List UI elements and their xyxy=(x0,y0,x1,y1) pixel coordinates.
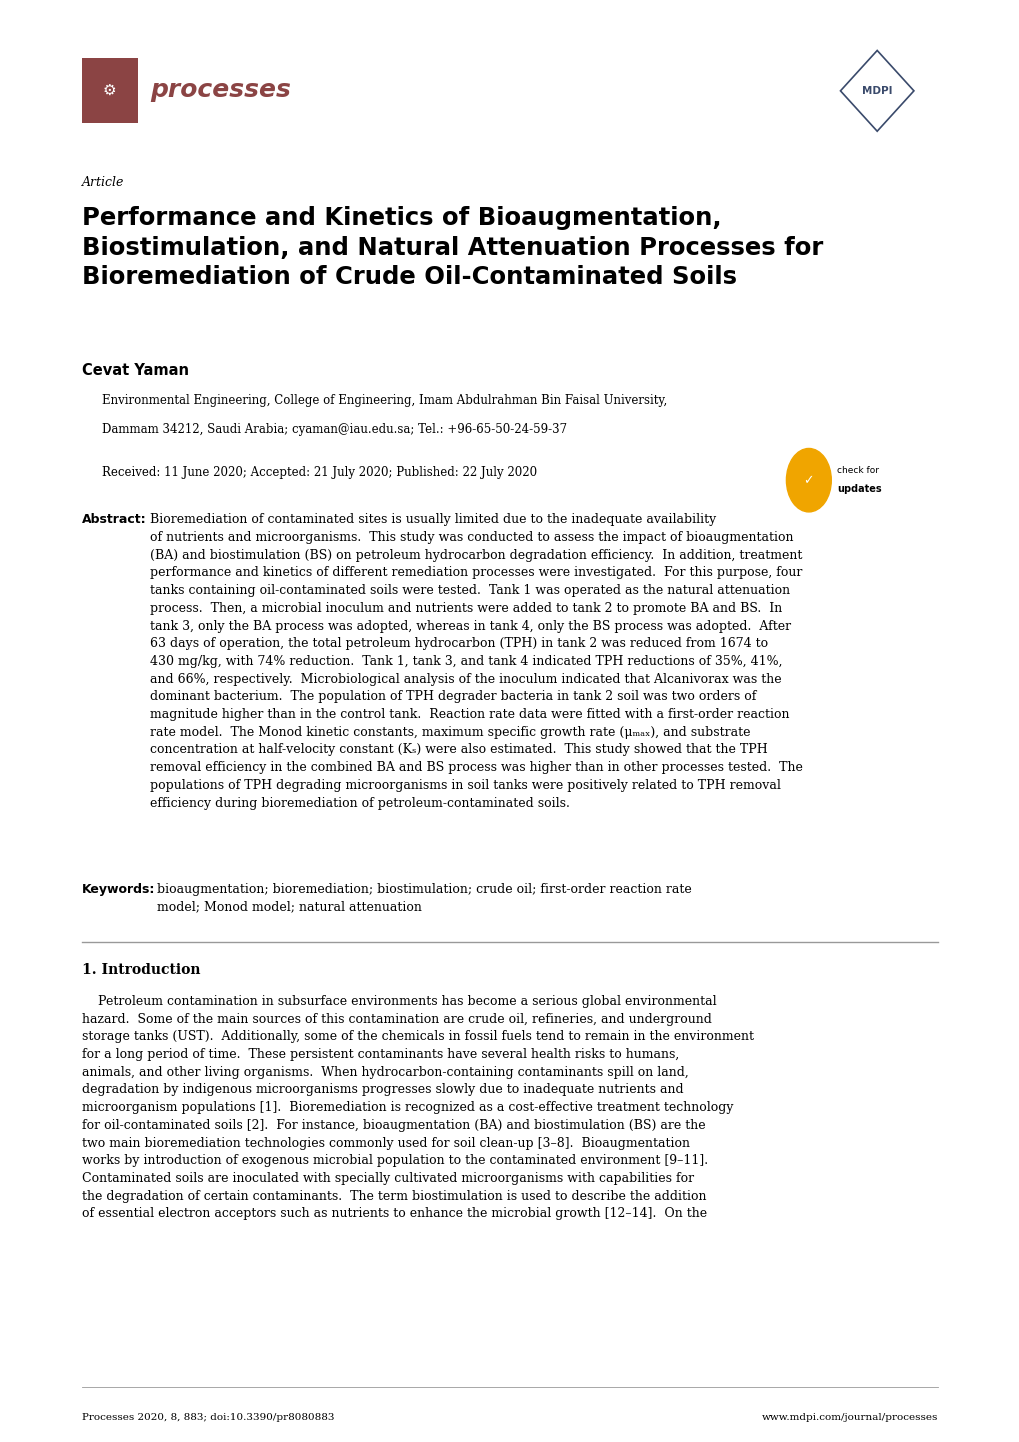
Text: 1. Introduction: 1. Introduction xyxy=(82,963,200,978)
Circle shape xyxy=(786,448,830,512)
Text: Cevat Yaman: Cevat Yaman xyxy=(82,363,189,378)
FancyBboxPatch shape xyxy=(82,58,138,123)
Text: ⚙: ⚙ xyxy=(103,82,116,98)
Text: Dammam 34212, Saudi Arabia; cyaman@iau.edu.sa; Tel.: +96-65-50-24-59-37: Dammam 34212, Saudi Arabia; cyaman@iau.e… xyxy=(102,423,567,435)
Text: Abstract:: Abstract: xyxy=(82,513,146,526)
Text: Performance and Kinetics of Bioaugmentation,
Biostimulation, and Natural Attenua: Performance and Kinetics of Bioaugmentat… xyxy=(82,206,822,288)
Text: www.mdpi.com/journal/processes: www.mdpi.com/journal/processes xyxy=(761,1413,937,1422)
Text: updates: updates xyxy=(837,485,881,493)
Text: Bioremediation of contaminated sites is usually limited due to the inadequate av: Bioremediation of contaminated sites is … xyxy=(150,513,802,809)
Text: bioaugmentation; bioremediation; biostimulation; crude oil; first-order reaction: bioaugmentation; bioremediation; biostim… xyxy=(157,883,691,913)
Text: Petroleum contamination in subsurface environments has become a serious global e: Petroleum contamination in subsurface en… xyxy=(82,995,753,1220)
Text: Processes 2020, 8, 883; doi:10.3390/pr8080883: Processes 2020, 8, 883; doi:10.3390/pr80… xyxy=(82,1413,334,1422)
Text: processes: processes xyxy=(150,78,290,102)
Text: Keywords:: Keywords: xyxy=(82,883,155,895)
Text: Received: 11 June 2020; Accepted: 21 July 2020; Published: 22 July 2020: Received: 11 June 2020; Accepted: 21 Jul… xyxy=(102,466,537,479)
Text: MDPI: MDPI xyxy=(861,87,892,95)
Text: check for: check for xyxy=(837,466,878,474)
Text: Article: Article xyxy=(82,176,124,189)
Text: Environmental Engineering, College of Engineering, Imam Abdulrahman Bin Faisal U: Environmental Engineering, College of En… xyxy=(102,394,666,407)
Text: ✓: ✓ xyxy=(803,473,813,487)
